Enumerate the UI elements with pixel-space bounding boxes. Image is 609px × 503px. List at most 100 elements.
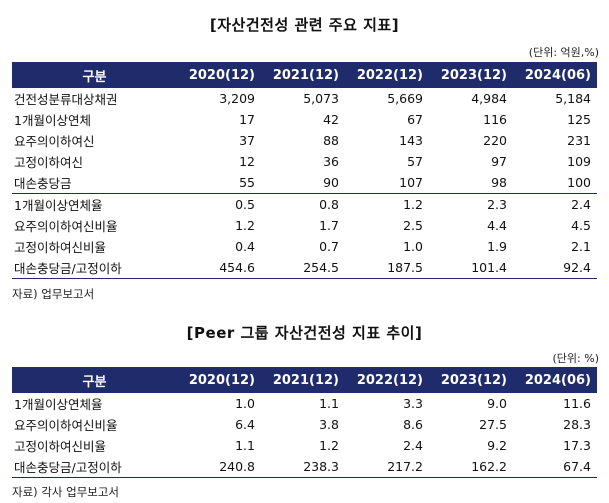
table2: 구분 2020(12) 2021(12) 2022(12) 2023(12) 2… bbox=[12, 367, 597, 478]
table-cell: 2.3 bbox=[429, 193, 513, 215]
table-cell: 1.7 bbox=[319, 218, 339, 233]
row-label: 요주의이하여신 bbox=[14, 134, 95, 149]
table-cell: 88 bbox=[323, 133, 339, 148]
column-header: 2022(12) bbox=[345, 62, 429, 88]
table-cell: 1.0 bbox=[403, 239, 423, 254]
column-header: 2024(06) bbox=[513, 367, 597, 393]
row-label: 고정이하여신 bbox=[14, 155, 84, 170]
table-cell: 55 bbox=[239, 175, 255, 190]
row-label: 고정이하여신비율 bbox=[14, 439, 107, 454]
table-cell: 12 bbox=[239, 154, 255, 169]
table-cell: 5,073 bbox=[303, 91, 339, 106]
table-row: 대손충당금/고정이하 240.8 238.3 217.2 162.2 67.4 bbox=[12, 456, 597, 478]
table2-unit: (단위: %) bbox=[552, 352, 599, 365]
table-cell: 57 bbox=[407, 154, 423, 169]
table1-title: [자산건전성 관련 주요 지표] bbox=[209, 16, 400, 34]
table-cell: 6.4 bbox=[235, 417, 255, 432]
table-cell: 9.2 bbox=[487, 438, 507, 453]
table-cell: 28.3 bbox=[563, 417, 591, 432]
table-cell: 1.1 bbox=[319, 396, 339, 411]
table2-source: 자료) 각사 업무보고서 bbox=[12, 485, 120, 499]
table-cell: 101.4 bbox=[429, 257, 513, 279]
table-cell: 3.3 bbox=[403, 396, 423, 411]
table-cell: 4.4 bbox=[487, 218, 507, 233]
column-header: 2023(12) bbox=[429, 367, 513, 393]
table-cell: 5,184 bbox=[555, 91, 591, 106]
table-cell: 454.6 bbox=[177, 257, 261, 279]
table-cell: 27.5 bbox=[479, 417, 507, 432]
table-cell: 187.5 bbox=[345, 257, 429, 279]
table-cell: 90 bbox=[323, 175, 339, 190]
table1: 구분 2020(12) 2021(12) 2022(12) 2023(12) 2… bbox=[12, 62, 597, 279]
table-cell: 125 bbox=[567, 112, 591, 127]
column-header: 2024(06) bbox=[513, 62, 597, 88]
table-cell: 116 bbox=[483, 112, 507, 127]
column-header: 2020(12) bbox=[177, 367, 261, 393]
table-cell: 8.6 bbox=[403, 417, 423, 432]
table-row: 고정이하여신 12 36 57 97 109 bbox=[12, 151, 597, 172]
table2-title: [Peer 그룹 자산건전성 지표 추이] bbox=[186, 324, 423, 342]
table1-unit: (단위: 억원,%) bbox=[528, 46, 599, 59]
table-cell: 109 bbox=[567, 154, 591, 169]
table-row: 요주의이하여신비율 1.2 1.7 2.5 4.4 4.5 bbox=[12, 215, 597, 236]
table2-header-row: 구분 2020(12) 2021(12) 2022(12) 2023(12) 2… bbox=[12, 367, 597, 393]
table-cell: 0.8 bbox=[261, 193, 345, 215]
row-label: 요주의이하여신비율 bbox=[14, 418, 118, 433]
table-cell: 1.2 bbox=[345, 193, 429, 215]
column-header: 2020(12) bbox=[177, 62, 261, 88]
row-label: 요주의이하여신비율 bbox=[14, 219, 118, 234]
column-header: 2022(12) bbox=[345, 367, 429, 393]
column-header: 2023(12) bbox=[429, 62, 513, 88]
table-cell: 240.8 bbox=[177, 456, 261, 478]
table-cell: 220 bbox=[483, 133, 507, 148]
table1-source: 자료) 업무보고서 bbox=[12, 287, 95, 301]
table-cell: 9.0 bbox=[487, 396, 507, 411]
table-row: 요주의이하여신 37 88 143 220 231 bbox=[12, 130, 597, 151]
table-cell: 143 bbox=[399, 133, 423, 148]
table-cell: 4.5 bbox=[571, 218, 591, 233]
table-cell: 97 bbox=[491, 154, 507, 169]
table-row: 건전성분류대상채권 3,209 5,073 5,669 4,984 5,184 bbox=[12, 88, 597, 109]
row-label: 1개월이상연체율 bbox=[12, 193, 177, 215]
table-cell: 42 bbox=[323, 112, 339, 127]
table-cell: 67 bbox=[407, 112, 423, 127]
table-cell: 11.6 bbox=[563, 396, 591, 411]
table-cell: 17.3 bbox=[563, 438, 591, 453]
column-header: 구분 bbox=[12, 367, 177, 393]
table-row: 1개월이상연체 17 42 67 116 125 bbox=[12, 109, 597, 130]
table-row: 대손충당금/고정이하 454.6 254.5 187.5 101.4 92.4 bbox=[12, 257, 597, 279]
table-row: 고정이하여신비율 1.1 1.2 2.4 9.2 17.3 bbox=[12, 435, 597, 456]
row-label: 대손충당금/고정이하 bbox=[12, 257, 177, 279]
table-row: 대손충당금 55 90 107 98 100 bbox=[12, 172, 597, 194]
row-label: 1개월이상연체 bbox=[14, 113, 91, 128]
table-cell: 0.5 bbox=[177, 193, 261, 215]
table-cell: 92.4 bbox=[513, 257, 597, 279]
table-cell: 1.2 bbox=[235, 218, 255, 233]
column-header: 구분 bbox=[12, 62, 177, 88]
table-cell: 1.0 bbox=[235, 396, 255, 411]
table-cell: 254.5 bbox=[261, 257, 345, 279]
table-row: 1개월이상연체율 0.5 0.8 1.2 2.3 2.4 bbox=[12, 193, 597, 215]
table-cell: 100 bbox=[567, 175, 591, 190]
table-cell: 231 bbox=[567, 133, 591, 148]
row-label: 고정이하여신비율 bbox=[14, 240, 107, 255]
table-cell: 36 bbox=[323, 154, 339, 169]
table-cell: 67.4 bbox=[513, 456, 597, 478]
table-cell: 1.2 bbox=[319, 438, 339, 453]
table-cell: 0.7 bbox=[319, 239, 339, 254]
row-label: 대손충당금 bbox=[14, 176, 72, 191]
table-cell: 37 bbox=[239, 133, 255, 148]
table-cell: 3,209 bbox=[219, 91, 255, 106]
table-cell: 107 bbox=[399, 175, 423, 190]
column-header: 2021(12) bbox=[261, 367, 345, 393]
table-cell: 0.4 bbox=[235, 239, 255, 254]
table-cell: 4,984 bbox=[471, 91, 507, 106]
table-cell: 98 bbox=[491, 175, 507, 190]
table-cell: 1.1 bbox=[235, 438, 255, 453]
table-cell: 1.9 bbox=[487, 239, 507, 254]
column-header: 2021(12) bbox=[261, 62, 345, 88]
table1-header-row: 구분 2020(12) 2021(12) 2022(12) 2023(12) 2… bbox=[12, 62, 597, 88]
table-cell: 5,669 bbox=[387, 91, 423, 106]
table-cell: 17 bbox=[239, 112, 255, 127]
table-cell: 2.5 bbox=[403, 218, 423, 233]
